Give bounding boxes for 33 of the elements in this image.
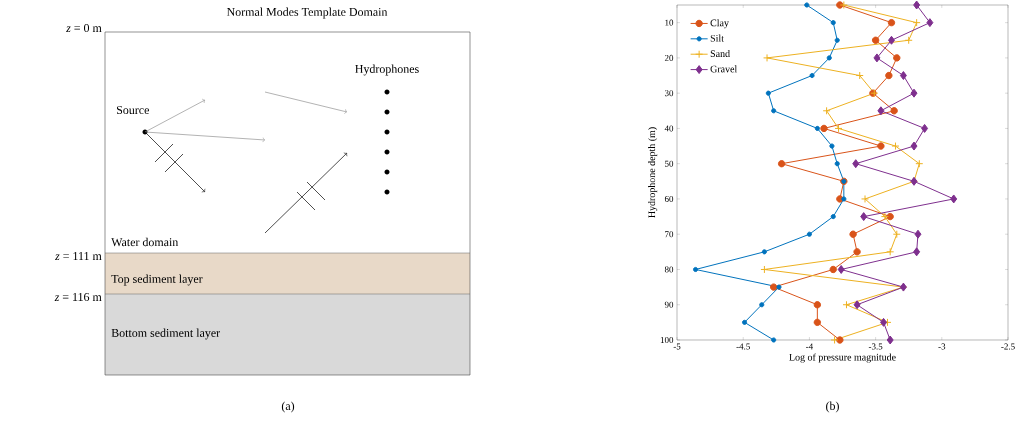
text: Hydrophones	[355, 64, 419, 76]
legend-label: Clay	[710, 19, 729, 29]
text: Normal Modes Template Domain	[226, 7, 388, 19]
x-axis-title: Log of pressure magnitude	[789, 353, 896, 363]
text: Source	[116, 105, 149, 115]
y-tick-label: 60	[664, 195, 674, 202]
text: z = 0 m	[66, 23, 102, 33]
y-tick-label: 50	[665, 160, 674, 167]
text: z = 116 m	[54, 292, 102, 302]
y-tick-label: 10	[665, 19, 674, 26]
text: Top sediment layer	[111, 274, 203, 286]
text: (a)	[281, 401, 295, 413]
legend-label: Silt	[710, 34, 724, 42]
y-tick-label: 90	[664, 301, 674, 308]
x-tick-label: -4.5	[736, 343, 750, 350]
x-tick-label: -3.5	[868, 343, 883, 350]
text: z = 111 m	[54, 252, 102, 260]
y-tick-label: 30	[664, 90, 674, 97]
y-tick-label: 40	[664, 125, 674, 132]
x-tick-label: -3	[938, 343, 946, 350]
y-axis-title: Hydrophone depth (m)	[648, 127, 658, 218]
text: Water domain	[111, 237, 179, 247]
text: Bottom sediment layer	[111, 328, 221, 340]
legend-label: Sand	[710, 49, 730, 58]
legend-label: Gravel	[710, 65, 738, 73]
y-tick-label: 70	[665, 231, 674, 238]
x-tick-label: -4	[806, 343, 814, 350]
x-tick-label: -2.5	[1001, 343, 1015, 350]
y-tick-label: 20	[664, 54, 674, 61]
x-tick-label: -5	[673, 343, 681, 350]
y-tick-label: 80	[664, 266, 674, 273]
text: (b)	[826, 401, 839, 413]
y-tick-label: 100	[660, 336, 674, 344]
